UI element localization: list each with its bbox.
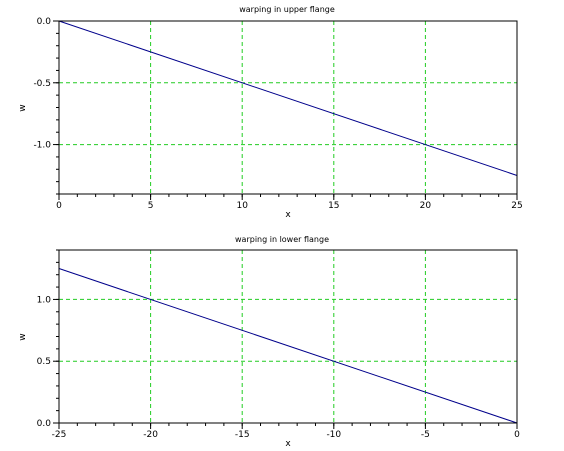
x-axis-label: x [285, 439, 291, 449]
data-layer [58, 20, 518, 176]
chart-title: warping in upper flange [239, 5, 335, 14]
x-tick-label: 0 [514, 430, 520, 440]
y-tick-label: -0.5 [33, 79, 51, 89]
y-tick-label: 1.0 [37, 295, 52, 305]
plot-frame [58, 249, 518, 424]
x-tick-label: 25 [511, 201, 522, 211]
y-tick-label: 0.0 [37, 419, 52, 429]
series-line [58, 20, 518, 176]
x-tick-label: 20 [420, 201, 432, 211]
grid [59, 250, 517, 423]
x-tick-label: -20 [143, 430, 158, 440]
lower-flange-plot: warping in lower flange -25 -20 -15 -10 -5 0 0… [18, 235, 520, 449]
series-line [58, 268, 518, 424]
plot-frame [58, 20, 518, 195]
y-tick-label: 0.0 [37, 17, 52, 27]
x-tick-label: -15 [235, 430, 250, 440]
data-layer [58, 268, 518, 424]
x-tick-label: 10 [236, 201, 248, 211]
y-axis-label: w [18, 104, 28, 111]
chart-title: warping in lower flange [235, 235, 329, 244]
x-tick-label: -25 [52, 430, 67, 440]
axis-ticks: 0 5 10 15 20 25 0.0 -0.5 -1.0 [33, 17, 522, 211]
x-tick-label: 5 [148, 201, 154, 211]
axis-ticks: -25 -20 -15 -10 -5 0 0.0 0.5 1.0 [37, 249, 520, 440]
x-tick-label: -10 [326, 430, 341, 440]
y-tick-label: -1.0 [33, 141, 51, 151]
x-tick-label: -5 [421, 430, 430, 440]
x-tick-label: 15 [328, 201, 339, 211]
y-tick-label: 0.5 [37, 357, 51, 367]
grid [59, 21, 517, 194]
y-axis-label: w [18, 333, 28, 340]
x-tick-label: 0 [56, 201, 62, 211]
x-axis-label: x [285, 210, 291, 220]
upper-flange-plot: warping in upper flange 0 5 10 15 20 25 0.0 -0.… [18, 5, 523, 220]
